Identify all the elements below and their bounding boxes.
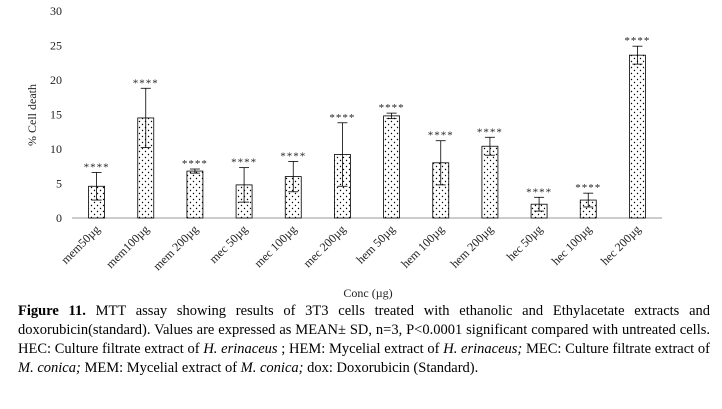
chart: % Cell death Conc (µg) 0 5 10 15 20 25 30 mem50… xyxy=(25,4,662,300)
caption-text: M. conica; xyxy=(240,360,304,376)
y-tick-label: 5 xyxy=(56,177,62,191)
significance-label: **** xyxy=(526,186,552,198)
significance-label: **** xyxy=(329,112,355,124)
x-tick-label: hec 50µg xyxy=(504,222,545,263)
significance-label: **** xyxy=(231,157,257,169)
caption-text: Figure 11. xyxy=(18,303,86,319)
caption-text: H. erinaceus; xyxy=(443,341,523,357)
significance-label: **** xyxy=(477,126,503,138)
x-tick-label: mec 50µg xyxy=(206,222,250,266)
significance-label: **** xyxy=(182,158,208,170)
significance-label: **** xyxy=(84,161,110,173)
caption-text: MTT assay showing results of 3T3 cells t… xyxy=(18,303,711,357)
x-tick-label: hem 100µg xyxy=(398,222,446,270)
y-tick-label: 10 xyxy=(50,142,62,156)
y-tick-label: 0 xyxy=(56,211,62,225)
caption: Figure 11. MTT assay showing results of … xyxy=(18,302,710,378)
caption-text: H. erinaceus xyxy=(203,341,278,357)
x-tick-label: hem 200µg xyxy=(448,222,496,270)
y-tick-label: 15 xyxy=(50,108,62,122)
caption-text: ; HEM: Mycelial extract of xyxy=(277,341,444,357)
bar xyxy=(481,145,499,219)
y-axis-label: % Cell death xyxy=(25,84,39,146)
caption-text: MEM: Mycelial extract of xyxy=(80,360,241,376)
x-tick-label: hec 100µg xyxy=(549,222,595,268)
significance-label: **** xyxy=(133,77,159,89)
y-tick-label: 20 xyxy=(50,73,62,87)
caption-text: M. conica; xyxy=(18,360,81,376)
significance-label: **** xyxy=(379,102,405,114)
x-tick-label: mem50µg xyxy=(58,222,102,266)
significance-label: **** xyxy=(280,150,306,162)
significance-label: **** xyxy=(575,182,601,194)
x-axis-label: Conc (µg) xyxy=(343,286,392,300)
significance-label: **** xyxy=(624,35,650,47)
x-tick-label: mem100µg xyxy=(103,222,152,271)
bar xyxy=(629,54,646,219)
caption-text: MEC: Culture filtrate extract of xyxy=(522,341,711,357)
x-tick-label: hec 200µg xyxy=(598,222,644,268)
bar xyxy=(383,115,400,219)
y-tick-label: 30 xyxy=(50,4,62,18)
significance-label: **** xyxy=(428,130,454,142)
y-tick-label: 25 xyxy=(50,39,62,53)
x-tick-label: mec 200µg xyxy=(301,222,349,270)
caption-text: dox: Doxorubicin (Standard). xyxy=(303,360,479,376)
bar xyxy=(186,170,204,219)
x-tick-label: mec 100µg xyxy=(251,222,299,270)
x-tick-label: hem 50µg xyxy=(353,222,397,266)
x-tick-label: mem 200µg xyxy=(150,222,201,273)
